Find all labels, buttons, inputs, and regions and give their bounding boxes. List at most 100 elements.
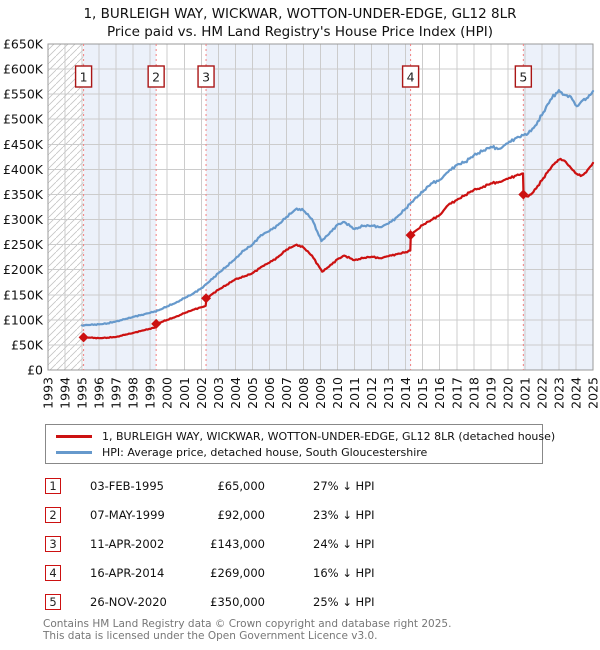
sale-number-badge: 2 <box>45 507 61 523</box>
x-axis-label: 2010 <box>330 377 345 409</box>
price-paid-line-swatch <box>56 434 92 438</box>
x-axis-label: 2012 <box>364 377 379 409</box>
page-title: 1, BURLEIGH WAY, WICKWAR, WOTTON-UNDER-E… <box>0 5 600 41</box>
table-row: 2 07-MAY-1999 £92,000 23% ↓ HPI <box>45 506 555 535</box>
legend-row-price-paid: 1, BURLEIGH WAY, WICKWAR, WOTTON-UNDER-E… <box>52 428 555 444</box>
table-row: 3 11-APR-2002 £143,000 24% ↓ HPI <box>45 535 555 564</box>
sale-number-box-1 <box>74 65 93 88</box>
x-axis-label: 2015 <box>415 377 430 409</box>
y-axis-label: £100K <box>3 312 44 327</box>
x-axis-label: 2021 <box>517 377 532 409</box>
x-axis-label: 2016 <box>432 377 447 409</box>
transaction-marker-2 <box>151 318 162 329</box>
hpi-line <box>80 88 595 327</box>
sale-date: 26-NOV-2020 <box>90 595 167 609</box>
sale-price: £350,000 <box>210 595 265 609</box>
sale-price: £65,000 <box>217 479 265 493</box>
sale-date: 07-MAY-1999 <box>90 508 165 522</box>
table-row: 5 26-NOV-2020 £350,000 25% ↓ HPI <box>45 593 555 622</box>
transaction-marker-1 <box>78 332 89 343</box>
ownership-band <box>523 44 593 370</box>
sale-price: £143,000 <box>210 537 265 551</box>
sale-price: £92,000 <box>217 508 265 522</box>
sale-number-badge: 4 <box>45 565 61 581</box>
y-axis-label: £150K <box>3 287 44 302</box>
sale-number-box-label: 4 <box>407 70 415 85</box>
transaction-marker-4 <box>405 230 416 241</box>
sale-date: 03-FEB-1995 <box>90 479 164 493</box>
legend-row-hpi: HPI: Average price, detached house, Sout… <box>52 444 536 460</box>
x-axis-label: 2014 <box>398 377 413 409</box>
y-axis-label: £600K <box>3 62 44 77</box>
sale-number-box-4 <box>401 65 420 88</box>
y-axis-label: £550K <box>3 87 44 102</box>
x-axis-label: 2002 <box>194 377 209 409</box>
x-axis-label: 1996 <box>92 377 107 409</box>
title-address: 1, BURLEIGH WAY, WICKWAR, WOTTON-UNDER-E… <box>83 6 517 22</box>
x-axis-label: 2007 <box>279 377 294 409</box>
x-axis-label: 2008 <box>296 377 311 409</box>
hpi-line-swatch <box>56 450 92 454</box>
license-footer: Contains HM Land Registry data © Crown c… <box>43 618 452 642</box>
sale-number-box-5 <box>514 65 533 88</box>
y-axis-label: £650K <box>3 37 44 52</box>
x-axis-label: 1995 <box>75 377 90 409</box>
plot-border <box>47 43 594 371</box>
legend-label-price-paid: 1, BURLEIGH WAY, WICKWAR, WOTTON-UNDER-E… <box>102 429 556 443</box>
x-axis-label: 2020 <box>500 377 515 409</box>
x-axis-label: 2005 <box>245 377 260 409</box>
x-axis-label: 2009 <box>313 377 328 409</box>
ownership-band <box>206 44 411 370</box>
sale-number-box-label: 5 <box>519 70 527 85</box>
x-axis-label: 2025 <box>586 377 600 409</box>
x-axis-label: 2006 <box>262 377 277 409</box>
transaction-marker-3 <box>201 293 212 304</box>
y-axis-label: £400K <box>3 162 44 177</box>
x-axis-label: 2024 <box>568 377 583 409</box>
sale-number-box-3 <box>197 65 215 88</box>
x-axis-label: 1994 <box>58 377 73 409</box>
sale-number-box-label: 1 <box>80 70 88 85</box>
sale-vs-hpi: 16% ↓ HPI <box>313 566 375 580</box>
x-axis-label: 2018 <box>466 377 481 409</box>
y-axis-label: £50K <box>11 337 44 352</box>
table-row: 1 03-FEB-1995 £65,000 27% ↓ HPI <box>45 477 555 506</box>
y-axis-label: £450K <box>3 137 44 152</box>
sale-number-box-2 <box>147 65 165 88</box>
footer-line-2: This data is licensed under the Open Gov… <box>43 629 378 642</box>
chart-legend: 1, BURLEIGH WAY, WICKWAR, WOTTON-UNDER-E… <box>45 424 555 464</box>
sale-date: 16-APR-2014 <box>90 566 165 580</box>
transactions-table: 1 03-FEB-1995 £65,000 27% ↓ HPI 2 07-MAY… <box>45 477 555 622</box>
x-axis-label: 2003 <box>211 377 226 409</box>
no-data-hatch <box>48 44 84 370</box>
price-paid-line <box>82 157 595 340</box>
sale-vs-hpi: 23% ↓ HPI <box>313 508 375 522</box>
legend-label-hpi: HPI: Average price, detached house, Sout… <box>102 445 428 459</box>
x-axis-label: 1999 <box>143 377 158 409</box>
y-axis-label: £300K <box>3 212 44 227</box>
sale-number-badge: 1 <box>45 478 61 494</box>
price-chart-svg: 1 2 3 4 5 £0 £50K £100K £150K £200K £250K £300K £350… <box>3 37 600 409</box>
sale-number-box-label: 3 <box>202 70 210 85</box>
x-axis-label: 2022 <box>534 377 549 409</box>
sale-date: 11-APR-2002 <box>90 537 165 551</box>
y-axis-label: £250K <box>3 237 44 252</box>
sale-vs-hpi: 24% ↓ HPI <box>313 537 375 551</box>
x-axis-label: 2000 <box>160 377 175 409</box>
footer-line-1: Contains HM Land Registry data © Crown c… <box>43 618 452 630</box>
title-subtitle: Price paid vs. HM Land Registry's House … <box>107 24 493 40</box>
sale-vs-hpi: 25% ↓ HPI <box>313 595 375 609</box>
x-axis-label: 2023 <box>551 377 566 409</box>
y-axis-label: £500K <box>3 112 44 127</box>
x-axis-label: 2004 <box>228 377 243 409</box>
y-axis-label: £350K <box>3 187 44 202</box>
sale-price: £269,000 <box>210 566 265 580</box>
sale-vs-hpi: 27% ↓ HPI <box>313 479 375 493</box>
sale-number-badge: 5 <box>45 594 61 610</box>
sale-number-box-label: 2 <box>152 70 160 85</box>
x-axis-label: 2013 <box>381 377 396 409</box>
y-axis-label: £200K <box>3 262 44 277</box>
y-axis-label: £0 <box>27 363 43 378</box>
x-axis-label: 2017 <box>449 377 464 409</box>
